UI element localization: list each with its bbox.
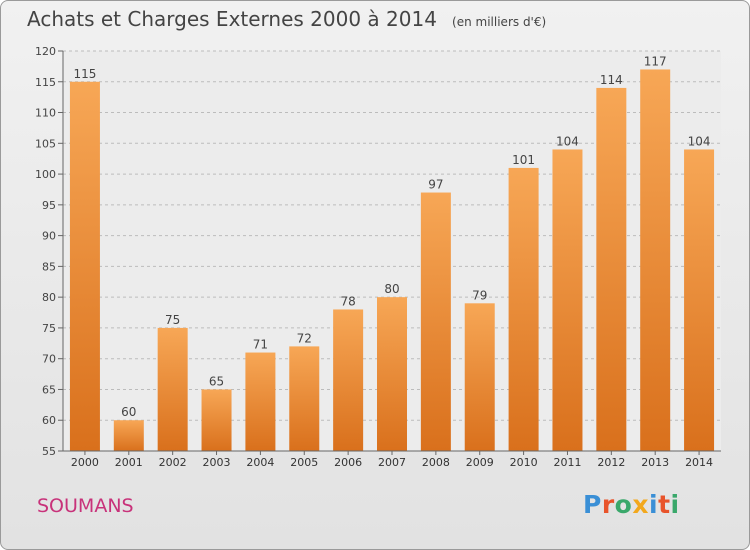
value-label-2009: 79 — [472, 288, 487, 302]
y-tick-label: 95 — [42, 199, 56, 212]
value-label-2012: 114 — [600, 73, 623, 87]
bar-2011 — [552, 149, 583, 451]
y-tick-label: 70 — [42, 353, 56, 366]
bar-2001 — [113, 420, 144, 451]
bar-2010 — [508, 167, 539, 451]
value-label-2000: 115 — [73, 67, 96, 81]
x-tick-label-2005: 2005 — [290, 456, 318, 469]
value-label-2014: 104 — [688, 134, 711, 148]
bar-2007 — [377, 297, 407, 451]
value-label-2006: 78 — [340, 294, 355, 308]
commune-name: SOUMANS — [37, 495, 134, 517]
value-label-2002: 75 — [165, 313, 180, 327]
proxiti-logo: Proxiti — [583, 490, 680, 519]
x-tick-label-2007: 2007 — [378, 456, 406, 469]
bar-2008 — [420, 192, 451, 452]
y-tick-label: 65 — [42, 383, 56, 396]
y-tick-label: 110 — [35, 107, 56, 120]
x-tick-label-2013: 2013 — [641, 456, 669, 469]
y-tick-label: 100 — [35, 168, 56, 181]
bar-2012 — [596, 87, 627, 451]
value-label-2011: 104 — [556, 134, 579, 148]
value-label-2004: 71 — [253, 338, 268, 352]
x-tick-label-2010: 2010 — [510, 456, 538, 469]
value-label-2001: 60 — [121, 405, 136, 419]
title-row: Achats et Charges Externes 2000 à 2014 (… — [27, 7, 546, 31]
bar-2002 — [157, 327, 188, 451]
x-tick-label-2011: 2011 — [553, 456, 581, 469]
x-tick-label-2001: 2001 — [115, 456, 143, 469]
y-tick-label: 85 — [42, 260, 56, 273]
x-tick-label-2008: 2008 — [422, 456, 450, 469]
value-label-2003: 65 — [209, 374, 224, 388]
y-tick-label: 90 — [42, 230, 56, 243]
y-tick-label: 105 — [35, 137, 56, 150]
x-tick-label-2003: 2003 — [203, 456, 231, 469]
y-tick-label: 120 — [35, 45, 56, 58]
x-tick-label-2000: 2000 — [71, 456, 99, 469]
x-tick-label-2004: 2004 — [246, 456, 274, 469]
bar-2006 — [333, 309, 364, 451]
bar-2003 — [201, 389, 232, 451]
y-tick-label: 55 — [42, 445, 56, 458]
y-tick-label: 60 — [42, 414, 56, 427]
bar-2013 — [640, 69, 671, 451]
y-tick-label: 115 — [35, 76, 56, 89]
x-tick-label-2002: 2002 — [159, 456, 187, 469]
value-label-2008: 97 — [428, 178, 443, 192]
bar-2014 — [684, 149, 715, 451]
y-tick-label: 80 — [42, 291, 56, 304]
x-tick-label-2014: 2014 — [685, 456, 713, 469]
value-label-2005: 72 — [297, 331, 312, 345]
x-tick-label-2006: 2006 — [334, 456, 362, 469]
bar-2009 — [464, 303, 495, 451]
bar-2005 — [289, 346, 320, 451]
unit-note: (en milliers d'€) — [452, 15, 547, 29]
x-tick-label-2009: 2009 — [466, 456, 494, 469]
value-label-2013: 117 — [644, 54, 667, 68]
y-tick-label: 75 — [42, 322, 56, 335]
chart-title: Achats et Charges Externes 2000 à 2014 — [27, 7, 437, 31]
bar-2004 — [245, 352, 276, 451]
bar-2000 — [69, 81, 100, 452]
x-tick-label-2012: 2012 — [597, 456, 625, 469]
value-label-2010: 101 — [512, 153, 535, 167]
value-label-2007: 80 — [384, 282, 399, 296]
